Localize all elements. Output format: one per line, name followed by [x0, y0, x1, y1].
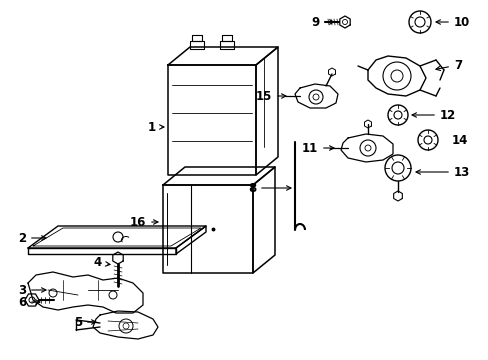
Text: 3: 3 — [18, 284, 46, 297]
Text: 10: 10 — [435, 15, 469, 28]
Text: 9: 9 — [310, 15, 333, 28]
Text: 5: 5 — [74, 315, 96, 328]
Text: 4: 4 — [94, 256, 110, 270]
Text: 14: 14 — [451, 134, 467, 147]
Text: 11: 11 — [301, 141, 333, 154]
Text: 16: 16 — [129, 216, 158, 229]
Text: 2: 2 — [18, 231, 46, 244]
Text: 8: 8 — [247, 181, 290, 194]
Text: 13: 13 — [415, 166, 469, 179]
Text: 6: 6 — [18, 296, 40, 309]
Text: 1: 1 — [148, 121, 163, 134]
Text: 7: 7 — [435, 59, 461, 72]
Text: 15: 15 — [255, 90, 285, 103]
Text: 12: 12 — [411, 108, 455, 122]
